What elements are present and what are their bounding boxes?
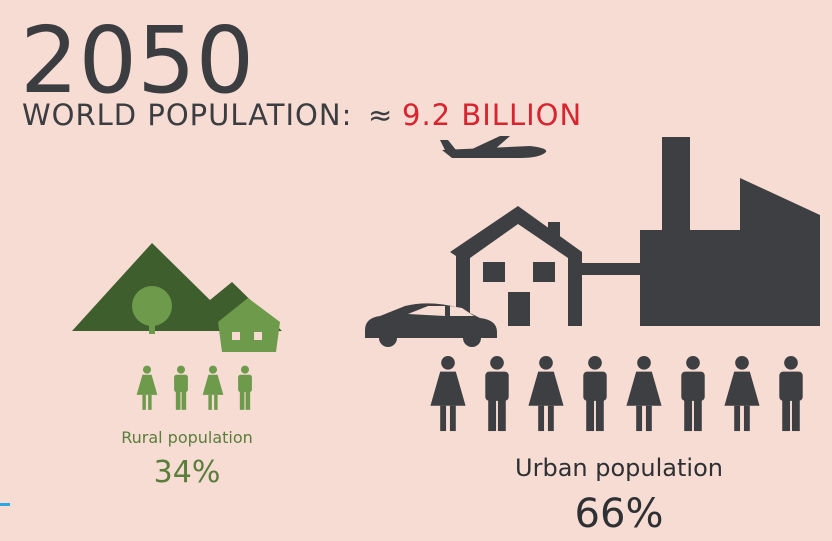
window [232, 332, 240, 340]
urban-label: Urban population [515, 454, 723, 482]
window [483, 262, 505, 282]
population-label: WORLD POPULATION: [22, 98, 352, 132]
urban-share: 66% [575, 491, 664, 537]
rural-share: 34% [154, 455, 221, 490]
approx-sign: ≈ [368, 98, 392, 132]
population-value: 9.2 BILLION [402, 98, 582, 132]
wheel [463, 329, 481, 347]
window [533, 262, 555, 282]
window [254, 332, 262, 340]
rural-label: Rural population [121, 428, 253, 447]
tree-trunk [149, 318, 155, 334]
edge-line [0, 503, 10, 506]
house-chimney [548, 222, 560, 240]
connector [575, 263, 645, 275]
wheel [379, 329, 397, 347]
infographic: 2050 WORLD POPULATION: ≈ 9.2 BILLION [0, 0, 832, 541]
page: 2050 WORLD POPULATION: ≈ 9.2 BILLION [0, 0, 832, 541]
chimney [662, 137, 690, 232]
door [508, 292, 530, 326]
